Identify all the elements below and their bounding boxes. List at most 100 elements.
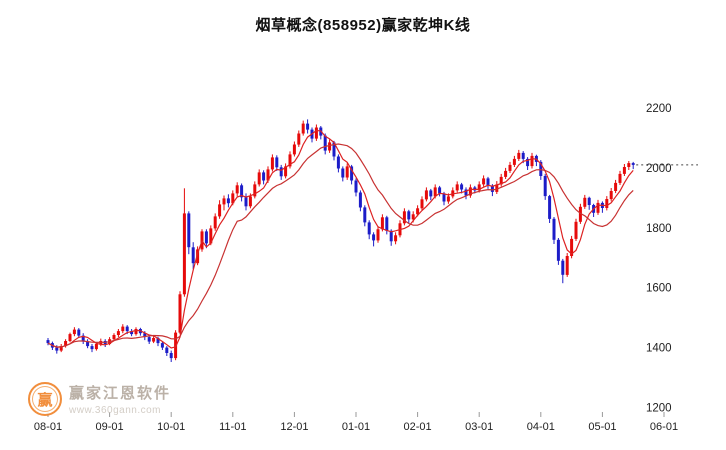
candle-body [341, 168, 345, 178]
watermark-url: www.360gann.com [69, 405, 161, 416]
watermark: 赢 赢家江恩软件 www.360gann.com [28, 382, 171, 416]
ma-fast-line [47, 129, 634, 349]
candle-body [266, 169, 270, 181]
candle-body [460, 184, 464, 190]
candle-body [248, 196, 252, 207]
candle-body [482, 178, 486, 185]
candle-body [552, 218, 556, 240]
candle-body [424, 190, 428, 200]
candle-body [618, 173, 622, 183]
candle-body [411, 214, 415, 220]
x-axis-label: 01-01 [342, 421, 370, 433]
candle-body [407, 211, 411, 220]
candle-body [59, 346, 63, 351]
candle-body [152, 338, 156, 342]
candle-body [134, 329, 138, 335]
candle-body [147, 337, 151, 342]
candle-body [372, 234, 376, 241]
chart-title: 烟草概念(858952)赢家乾坤K线 [255, 17, 471, 34]
x-axis-label: 02-01 [404, 421, 432, 433]
y-axis-label: 2200 [646, 103, 672, 115]
y-axis-label: 2000 [646, 163, 672, 175]
candle-body [130, 331, 134, 335]
watermark-logo-icon: 赢 [28, 382, 62, 416]
candle-body [213, 216, 217, 229]
candle-body [68, 334, 72, 341]
candle-body [165, 347, 169, 353]
candle-body [235, 185, 239, 194]
x-axis-label: 10-01 [157, 421, 185, 433]
candle-body [279, 167, 283, 177]
candle-body [323, 135, 327, 151]
candle-body [350, 166, 354, 181]
candle-body [306, 123, 310, 130]
candle-body [222, 198, 226, 205]
candle-body [253, 184, 257, 197]
candle-body [477, 184, 481, 191]
x-axis-label: 08-01 [34, 421, 62, 433]
x-axis-label: 03-01 [465, 421, 493, 433]
candle-body [209, 228, 213, 244]
candle-body [464, 189, 468, 196]
candle-body [442, 193, 446, 202]
y-axis-label: 1800 [646, 223, 672, 235]
candle-body [94, 344, 98, 350]
candle-body [526, 158, 530, 167]
candle-body [174, 332, 178, 359]
x-axis-label: 09-01 [96, 421, 124, 433]
candle-body [380, 217, 384, 230]
candle-body [561, 260, 565, 275]
candle-body [556, 239, 560, 261]
y-axis-label: 1600 [646, 283, 672, 295]
x-axis-label: 11-01 [219, 421, 246, 433]
candle-body [275, 157, 279, 168]
y-axis-label: 1200 [646, 403, 672, 415]
candle-body [160, 343, 164, 348]
candle-body [490, 185, 494, 192]
candle-body [244, 197, 248, 207]
candle-body [81, 335, 85, 342]
candle-body [231, 193, 235, 204]
candle-body [468, 187, 472, 196]
candle-body [191, 247, 195, 264]
candle-body [64, 341, 68, 347]
candle-body [90, 346, 94, 350]
candle-body [385, 217, 389, 231]
candle-body [402, 211, 406, 224]
candle-body [196, 249, 200, 264]
candle-body [332, 142, 336, 157]
candle-body [596, 202, 600, 213]
candle-body [358, 192, 362, 208]
candle-body [226, 198, 230, 204]
candle-body [587, 197, 591, 205]
candle-body [605, 199, 609, 208]
x-axis-label: 05-01 [588, 421, 616, 433]
candle-body [297, 133, 301, 145]
candle-body [438, 187, 442, 194]
candle-body [543, 176, 547, 197]
ma-slow-line [47, 143, 634, 348]
candle-body [116, 331, 120, 335]
candle-body [609, 191, 613, 200]
x-axis-label: 12-01 [280, 421, 308, 433]
candle-body [539, 161, 543, 176]
candle-body [336, 156, 340, 169]
candle-body [446, 196, 450, 202]
candle-body [429, 190, 433, 197]
candle-body [517, 152, 521, 159]
candle-body [627, 163, 631, 167]
candle-body [367, 222, 371, 235]
candle-body [583, 197, 587, 207]
candle-body [204, 231, 208, 244]
candle-body [72, 329, 76, 335]
candle-body [565, 256, 569, 275]
candle-body [112, 335, 116, 340]
candle-body [55, 347, 59, 351]
candle-body [121, 326, 125, 332]
candle-body [389, 230, 393, 242]
candle-body [570, 238, 574, 256]
candle-body [288, 154, 292, 167]
candle-body [433, 187, 437, 197]
